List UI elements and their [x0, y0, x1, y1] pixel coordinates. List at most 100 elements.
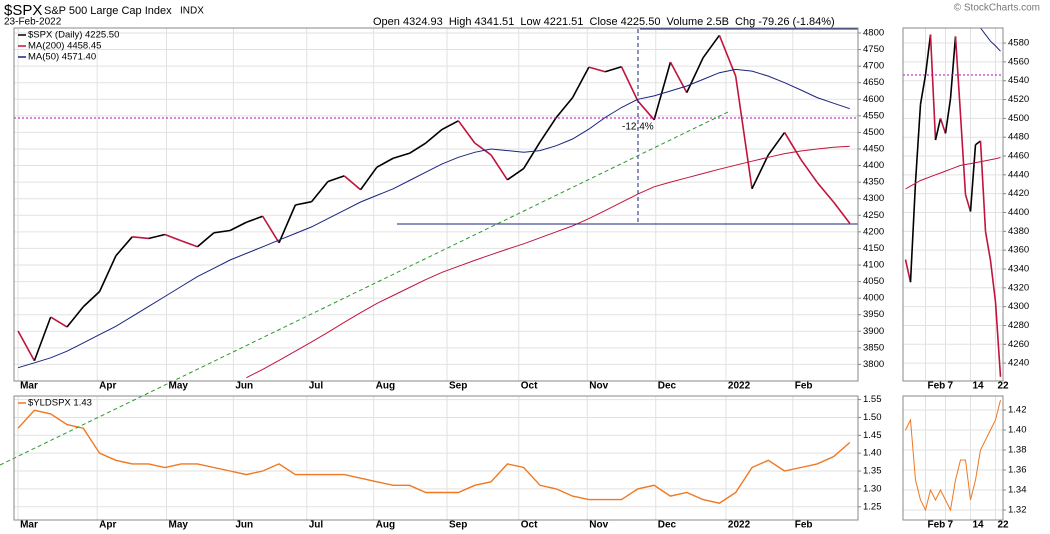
x-tick-label: Nov	[589, 381, 608, 392]
legend-label: $YLDSPX 1.43	[28, 398, 92, 409]
price-segment	[327, 175, 345, 183]
y-tick-label: 1.50	[863, 412, 882, 423]
annotations: -12.4%	[0, 28, 1003, 466]
y-tick-label: 4520	[1008, 94, 1029, 105]
x-tick-label: Nov	[589, 520, 608, 531]
y-tick-label: 4300	[1008, 301, 1029, 312]
price-segment	[929, 34, 937, 141]
y-tick-label: 4550	[863, 110, 884, 121]
y-tick-label: 4380	[1008, 226, 1029, 237]
price-segment	[994, 301, 1002, 377]
symbol: $SPX	[4, 2, 42, 19]
date: 23-Feb-2022	[4, 17, 62, 28]
x-tick-label: Jul	[309, 520, 324, 531]
price-segment	[50, 316, 68, 328]
y-tick-label: 4050	[863, 276, 884, 287]
price-segment	[409, 142, 427, 154]
price-segment	[904, 259, 912, 283]
y-tick-label: 4460	[1008, 151, 1029, 162]
price-segment	[832, 201, 851, 224]
y-tick-label: 1.32	[1008, 505, 1027, 516]
price-segment	[969, 144, 977, 212]
y-tick-label: 4540	[1008, 75, 1029, 86]
exchange: INDX	[180, 6, 204, 17]
price-segment	[506, 167, 525, 181]
price-segment	[959, 114, 967, 195]
price-segment	[718, 34, 737, 77]
x-tick-label: 14	[973, 381, 985, 392]
series-line	[905, 157, 1001, 190]
price-segment	[944, 98, 952, 134]
panel	[14, 28, 858, 381]
y-tick-label: 4280	[1008, 320, 1029, 331]
price-segment	[457, 120, 476, 144]
y-tick-label: 4100	[863, 260, 884, 271]
x-tick-label: Aug	[376, 381, 395, 392]
y-tick-label: 4500	[863, 127, 884, 138]
y-tick-label: 4500	[1008, 113, 1029, 124]
price-segment	[800, 159, 818, 183]
series-line	[979, 28, 1001, 52]
x-tick-label: Sep	[449, 381, 467, 392]
x-tick-label: Aug	[376, 520, 395, 531]
price-segment	[909, 182, 917, 283]
y-tick-label: 4350	[863, 177, 884, 188]
price-segment	[132, 236, 149, 240]
price-segment	[939, 118, 947, 134]
y-tick-label: 4450	[863, 143, 884, 154]
trend-line	[0, 111, 729, 466]
price-segment	[295, 200, 312, 206]
price-segment	[213, 229, 231, 234]
price-segment	[539, 117, 557, 143]
price-segment	[17, 330, 36, 362]
x-tick-label: Sep	[449, 520, 467, 531]
price-segment	[637, 100, 655, 121]
price-segment	[954, 36, 962, 115]
y-tick-label: 4480	[1008, 132, 1029, 143]
y-tick-label: 4600	[863, 94, 884, 105]
x-tick-label: May	[168, 381, 188, 392]
x-tick-label: Feb	[928, 381, 946, 392]
y-tick-label: 3950	[863, 309, 884, 320]
price-segment	[66, 306, 84, 328]
price-segment	[98, 255, 117, 292]
x-tick-label: Mar	[20, 520, 38, 531]
y-tick-label: 1.36	[1008, 465, 1027, 476]
price-segment	[522, 141, 541, 169]
annotation: -12.4%	[622, 122, 654, 133]
y-tick-label: 1.38	[1008, 445, 1027, 456]
price-segment	[33, 316, 52, 362]
y-tick-label: 4360	[1008, 245, 1029, 256]
x-tick-label: 22	[998, 520, 1010, 531]
x-tick-label: 22	[998, 381, 1010, 392]
price-segment	[229, 221, 247, 232]
price-segment	[196, 232, 215, 248]
x-tick-label: 7	[948, 520, 954, 531]
y-tick-label: 1.25	[863, 501, 882, 512]
price-segment	[686, 57, 704, 93]
price-segment	[949, 36, 957, 99]
panel	[903, 396, 1003, 520]
y-tick-label: 3850	[863, 342, 884, 353]
price-segment	[604, 66, 622, 73]
price-segment	[924, 34, 932, 76]
price-segment	[783, 131, 802, 160]
price-segment	[734, 75, 753, 189]
y-tick-label: 3800	[863, 359, 884, 370]
price-segment	[262, 215, 280, 244]
price-segment	[669, 61, 688, 94]
price-segment	[653, 61, 672, 121]
x-tick-label: Jun	[235, 381, 253, 392]
x-tick-label: Jul	[309, 381, 324, 392]
x-tick-label: May	[168, 520, 188, 531]
y-tick-label: 4240	[1008, 358, 1029, 369]
y-tick-label: 4340	[1008, 263, 1029, 274]
price-segment	[751, 154, 770, 190]
y-tick-label: 4000	[863, 293, 884, 304]
price-segment	[82, 290, 101, 308]
y-tick-label: 4400	[1008, 207, 1029, 218]
panel	[14, 396, 858, 520]
y-tick-label: 1.55	[863, 394, 882, 405]
y-tick-label: 4650	[863, 77, 884, 88]
x-tick-label: Feb	[795, 381, 813, 392]
